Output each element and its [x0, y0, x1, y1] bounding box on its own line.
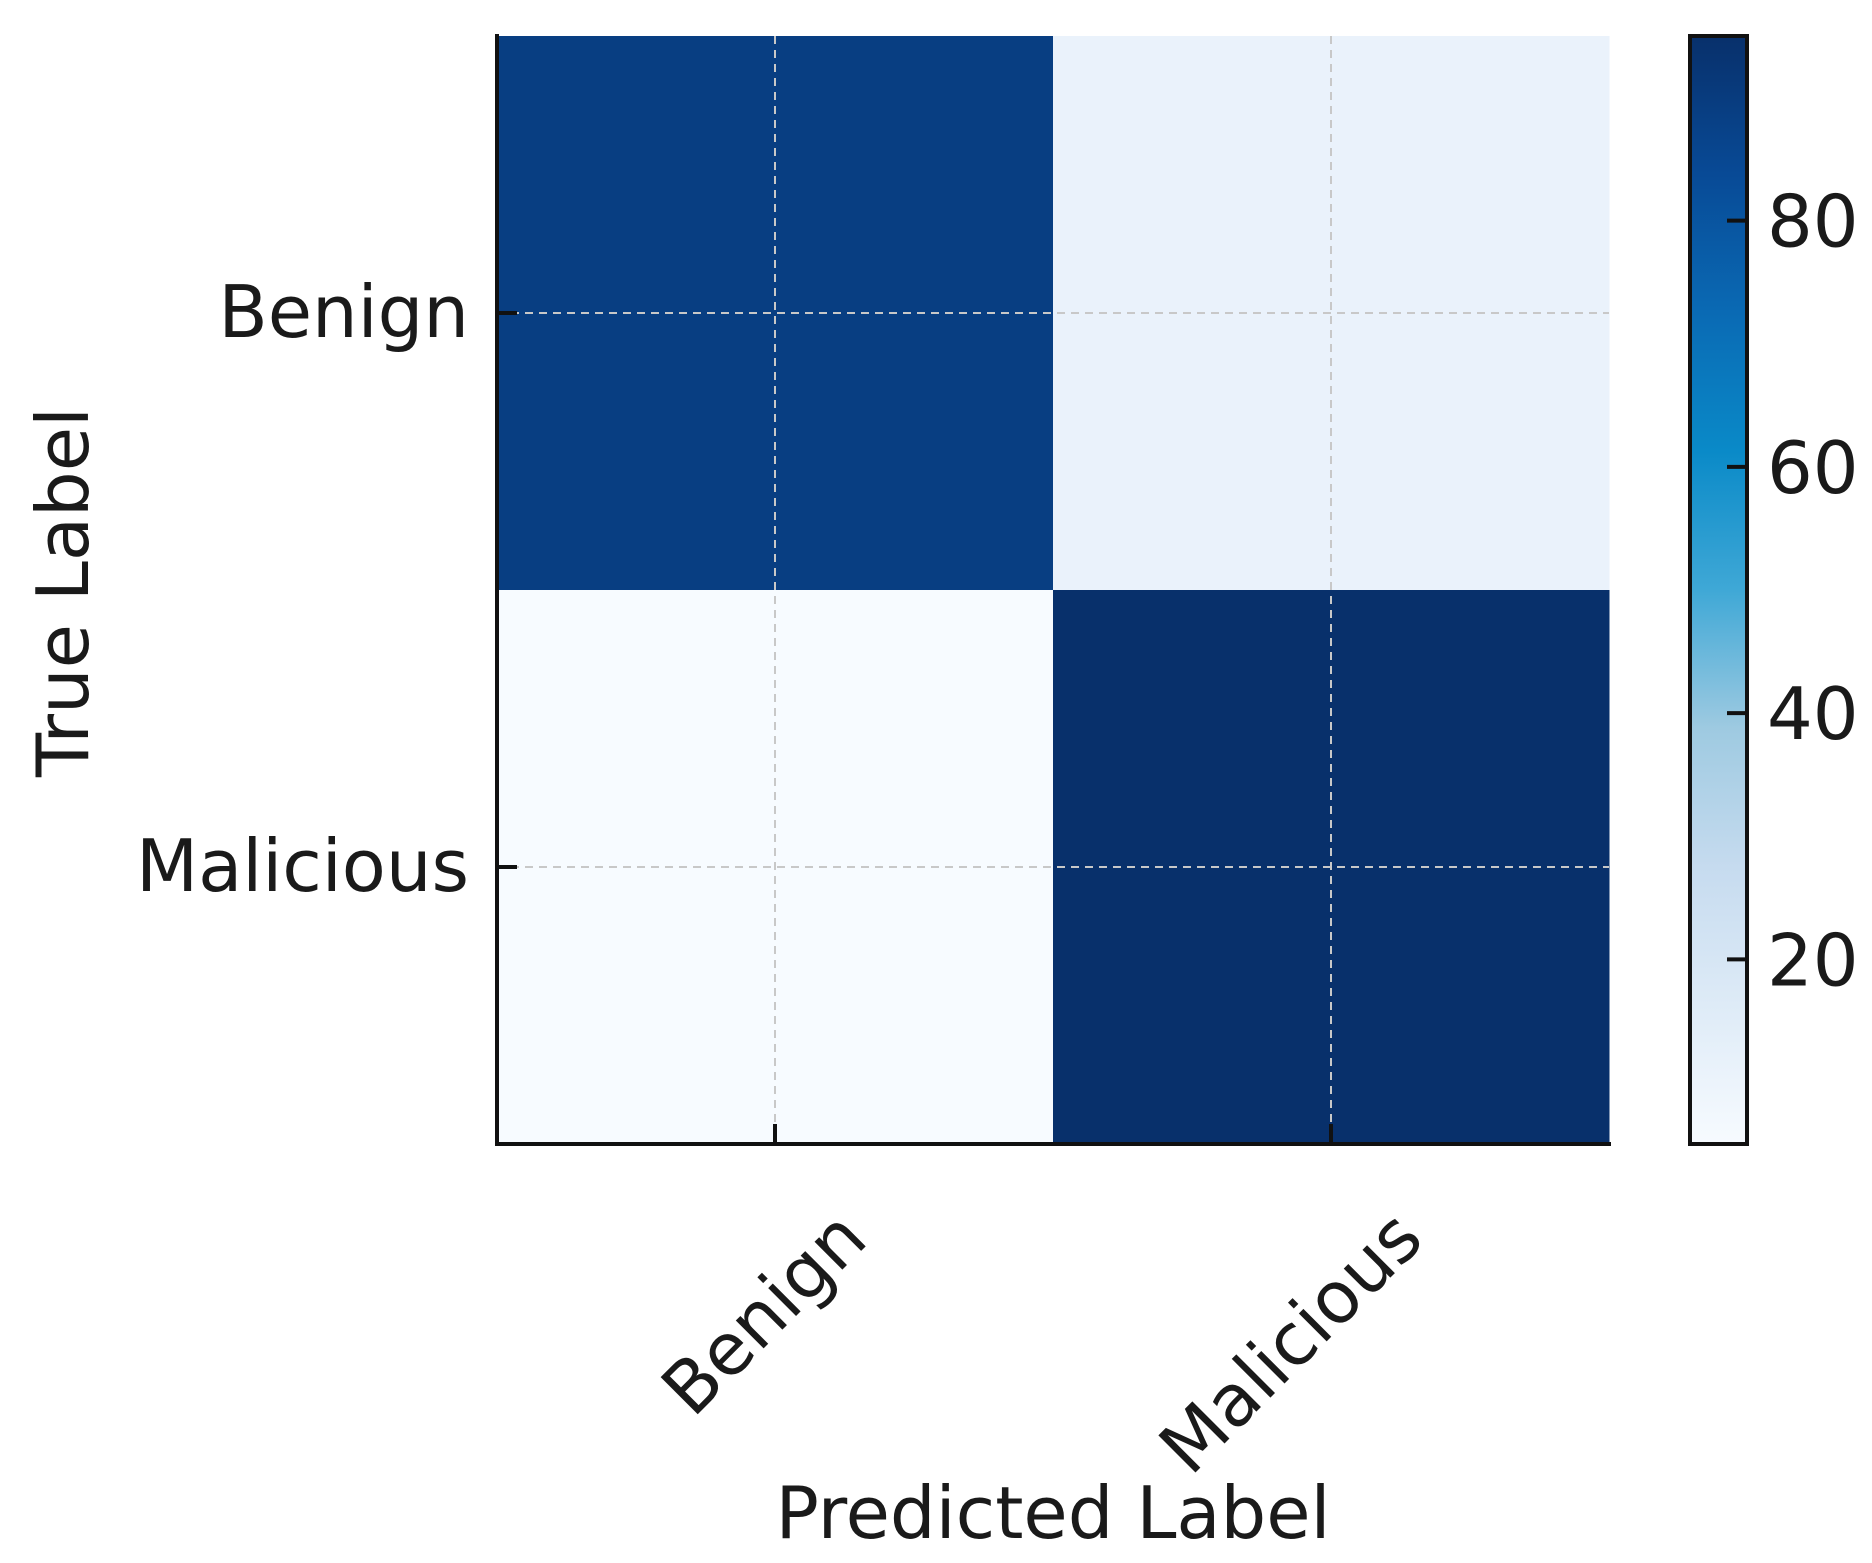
heatmap-cell-benign-benign [497, 36, 1054, 591]
colorbar-tick-label: 40 [1767, 672, 1859, 756]
colorbar-tick-label: 80 [1767, 180, 1859, 264]
x-axis-label: Predicted Label [775, 1471, 1330, 1555]
colorbar-gradient [1688, 34, 1749, 1146]
y-tick-label: Malicious [136, 824, 469, 908]
x-tick-label: Benign [645, 1195, 882, 1432]
grid-lines [497, 36, 1609, 1144]
colorbar: 20 40 60 80 [1688, 34, 1859, 1146]
y-tick-label: Benign [218, 270, 469, 354]
x-tick-label: Malicious [1143, 1195, 1438, 1490]
heatmap-cells [497, 36, 1610, 1145]
colorbar-tick-label: 60 [1767, 426, 1859, 510]
y-axis-label: True Label [21, 407, 105, 778]
colorbar-tick-label: 20 [1767, 918, 1859, 1002]
axes [495, 34, 1611, 1146]
